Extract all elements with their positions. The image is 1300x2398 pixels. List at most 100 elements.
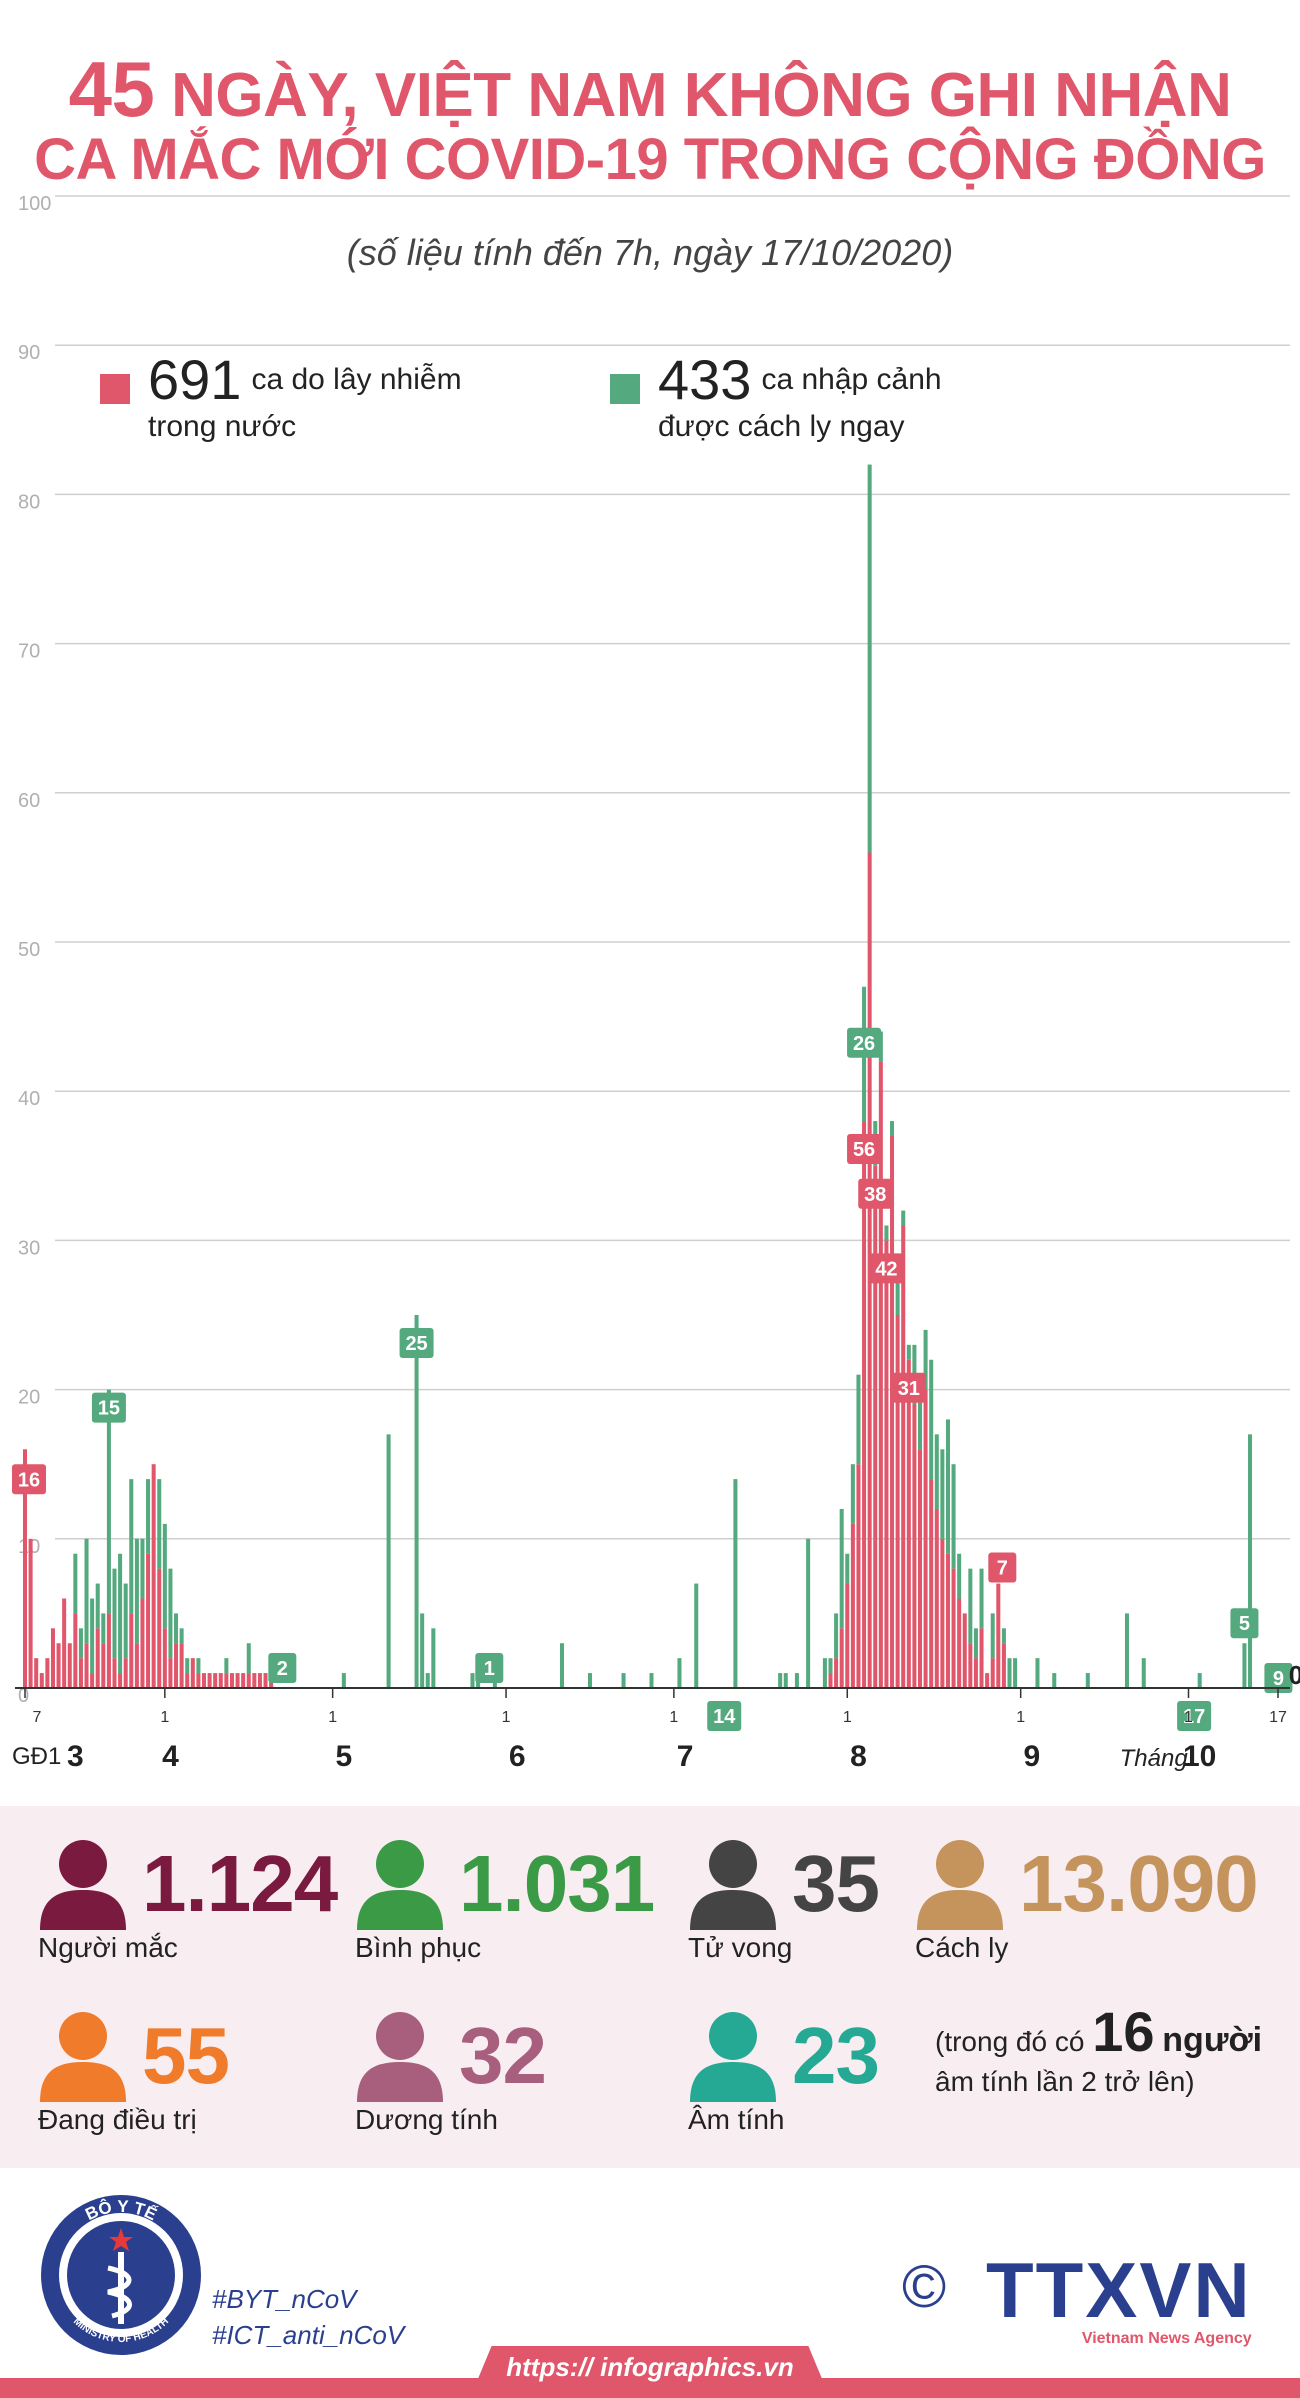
source-url[interactable]: https:// infographics.vn: [506, 2352, 794, 2382]
bar-imported: [224, 1658, 229, 1674]
bar-domestic: [224, 1673, 229, 1688]
title-days: 45: [68, 45, 155, 133]
legend-imported-swatch: [610, 374, 640, 404]
bar-imported: [895, 1270, 900, 1315]
bar-imported: [934, 1434, 939, 1509]
title-line-1-rest: NGÀY, VIỆT NAM KHÔNG GHI NHẬN: [171, 61, 1232, 130]
bar-domestic: [151, 1464, 156, 1688]
month-label: 4: [162, 1740, 179, 1773]
data-label: 9: [1273, 1668, 1284, 1690]
bar-domestic: [235, 1673, 240, 1688]
bar-domestic: [112, 1658, 117, 1688]
data-label-bg: [12, 1464, 46, 1495]
bar-imported: [929, 1359, 934, 1480]
stat-value: 35: [792, 1839, 880, 1928]
bar-imported: [106, 1389, 111, 1614]
bar-domestic: [218, 1673, 223, 1688]
bar-domestic: [157, 1568, 162, 1688]
bar-domestic: [185, 1673, 190, 1688]
bar-imported: [168, 1568, 173, 1659]
bar-imported: [621, 1673, 626, 1688]
y-tick-label: 50: [18, 939, 40, 961]
data-label: 15: [98, 1398, 120, 1420]
bar-domestic: [196, 1673, 201, 1688]
bar-imported: [73, 1553, 78, 1614]
bar-imported: [923, 1329, 928, 1390]
subtitle: (số liệu tính đến 7h, ngày 17/10/2020): [346, 232, 954, 273]
x-tick-label: 1: [669, 1709, 678, 1726]
bar-domestic: [146, 1553, 151, 1688]
bar-domestic: [162, 1628, 167, 1688]
legend-imported-text1: ca nhập cảnh: [761, 363, 942, 396]
bar-imported: [1248, 1434, 1253, 1688]
bar-imported: [694, 1583, 699, 1688]
stat-value: 55: [142, 2011, 230, 2100]
bar-domestic: [996, 1583, 1001, 1688]
bar-domestic: [962, 1613, 967, 1688]
bar-domestic: [850, 1523, 855, 1688]
bar-domestic: [845, 1583, 850, 1688]
data-label-bg: [1264, 1663, 1293, 1693]
bar-imported: [162, 1523, 167, 1629]
x-tick-label: 1: [1184, 1709, 1193, 1726]
bar-imported: [341, 1673, 346, 1688]
bar-imported: [917, 1374, 923, 1450]
bar-imported: [973, 1628, 978, 1659]
ttxvn-brand: TTXVN: [986, 2246, 1252, 2334]
month-label: 10: [1183, 1740, 1216, 1773]
data-label: 14: [713, 1706, 736, 1728]
bar-domestic: [168, 1658, 173, 1688]
bar-domestic: [101, 1643, 106, 1688]
bar-imported: [794, 1673, 799, 1688]
month-label: 6: [509, 1740, 526, 1773]
bar-domestic: [940, 1538, 945, 1688]
bar-domestic: [90, 1673, 95, 1688]
phase-label: GĐ1: [12, 1743, 61, 1770]
bar-domestic: [985, 1673, 990, 1688]
bar-imported: [906, 1344, 911, 1360]
stat-label: Cách ly: [915, 1932, 1009, 1963]
note-number: 16: [1092, 2000, 1155, 2063]
stat-label: Đang điều trị: [38, 2104, 197, 2135]
y-tick-label: 40: [18, 1088, 40, 1110]
data-label: 42: [875, 1258, 897, 1280]
bar-imported: [957, 1553, 962, 1599]
stat-value: 23: [792, 2011, 880, 2100]
bar-domestic: [895, 1315, 900, 1688]
bar-imported: [850, 1464, 855, 1524]
bar-imported: [822, 1658, 827, 1688]
bar-domestic: [50, 1628, 55, 1688]
bar-imported: [101, 1613, 106, 1644]
person-icon: [40, 1840, 126, 1930]
bar-imported: [420, 1613, 425, 1688]
legend-imported-count: 433: [658, 348, 752, 411]
data-label-bg: [91, 1392, 126, 1423]
bar-domestic: [140, 1598, 145, 1688]
bar-domestic: [906, 1359, 911, 1688]
bar-domestic: [257, 1673, 262, 1688]
bar-imported: [733, 1479, 738, 1688]
data-label-bg: [858, 1178, 893, 1209]
bar-domestic: [828, 1673, 833, 1688]
bar-domestic: [39, 1673, 44, 1688]
title-line-2: CA MẮC MỚI COVID-19 TRONG CỘNG ĐỒNG: [34, 127, 1266, 192]
copyright-icon: ©: [902, 2253, 947, 2320]
month-label: 3: [67, 1740, 84, 1773]
bar-imported: [1007, 1658, 1012, 1688]
bar-imported: [84, 1538, 89, 1644]
bar-imported: [867, 464, 872, 853]
data-label: 17: [1183, 1706, 1205, 1728]
legend-imported-text2: được cách ly ngay: [658, 410, 905, 443]
bar-domestic: [34, 1658, 39, 1688]
bar-imported: [174, 1613, 179, 1644]
data-label: 26: [853, 1033, 875, 1055]
bar-imported: [778, 1673, 783, 1688]
bar-domestic: [106, 1613, 111, 1688]
bar-imported: [1085, 1673, 1090, 1688]
stat-value: 1.124: [142, 1839, 338, 1928]
data-label-bg: [847, 1027, 882, 1058]
bar-imported: [386, 1434, 391, 1688]
bar-domestic: [917, 1449, 923, 1688]
ttxvn-sub: Vietnam News Agency: [1081, 2330, 1252, 2347]
month-label: 5: [336, 1740, 353, 1773]
